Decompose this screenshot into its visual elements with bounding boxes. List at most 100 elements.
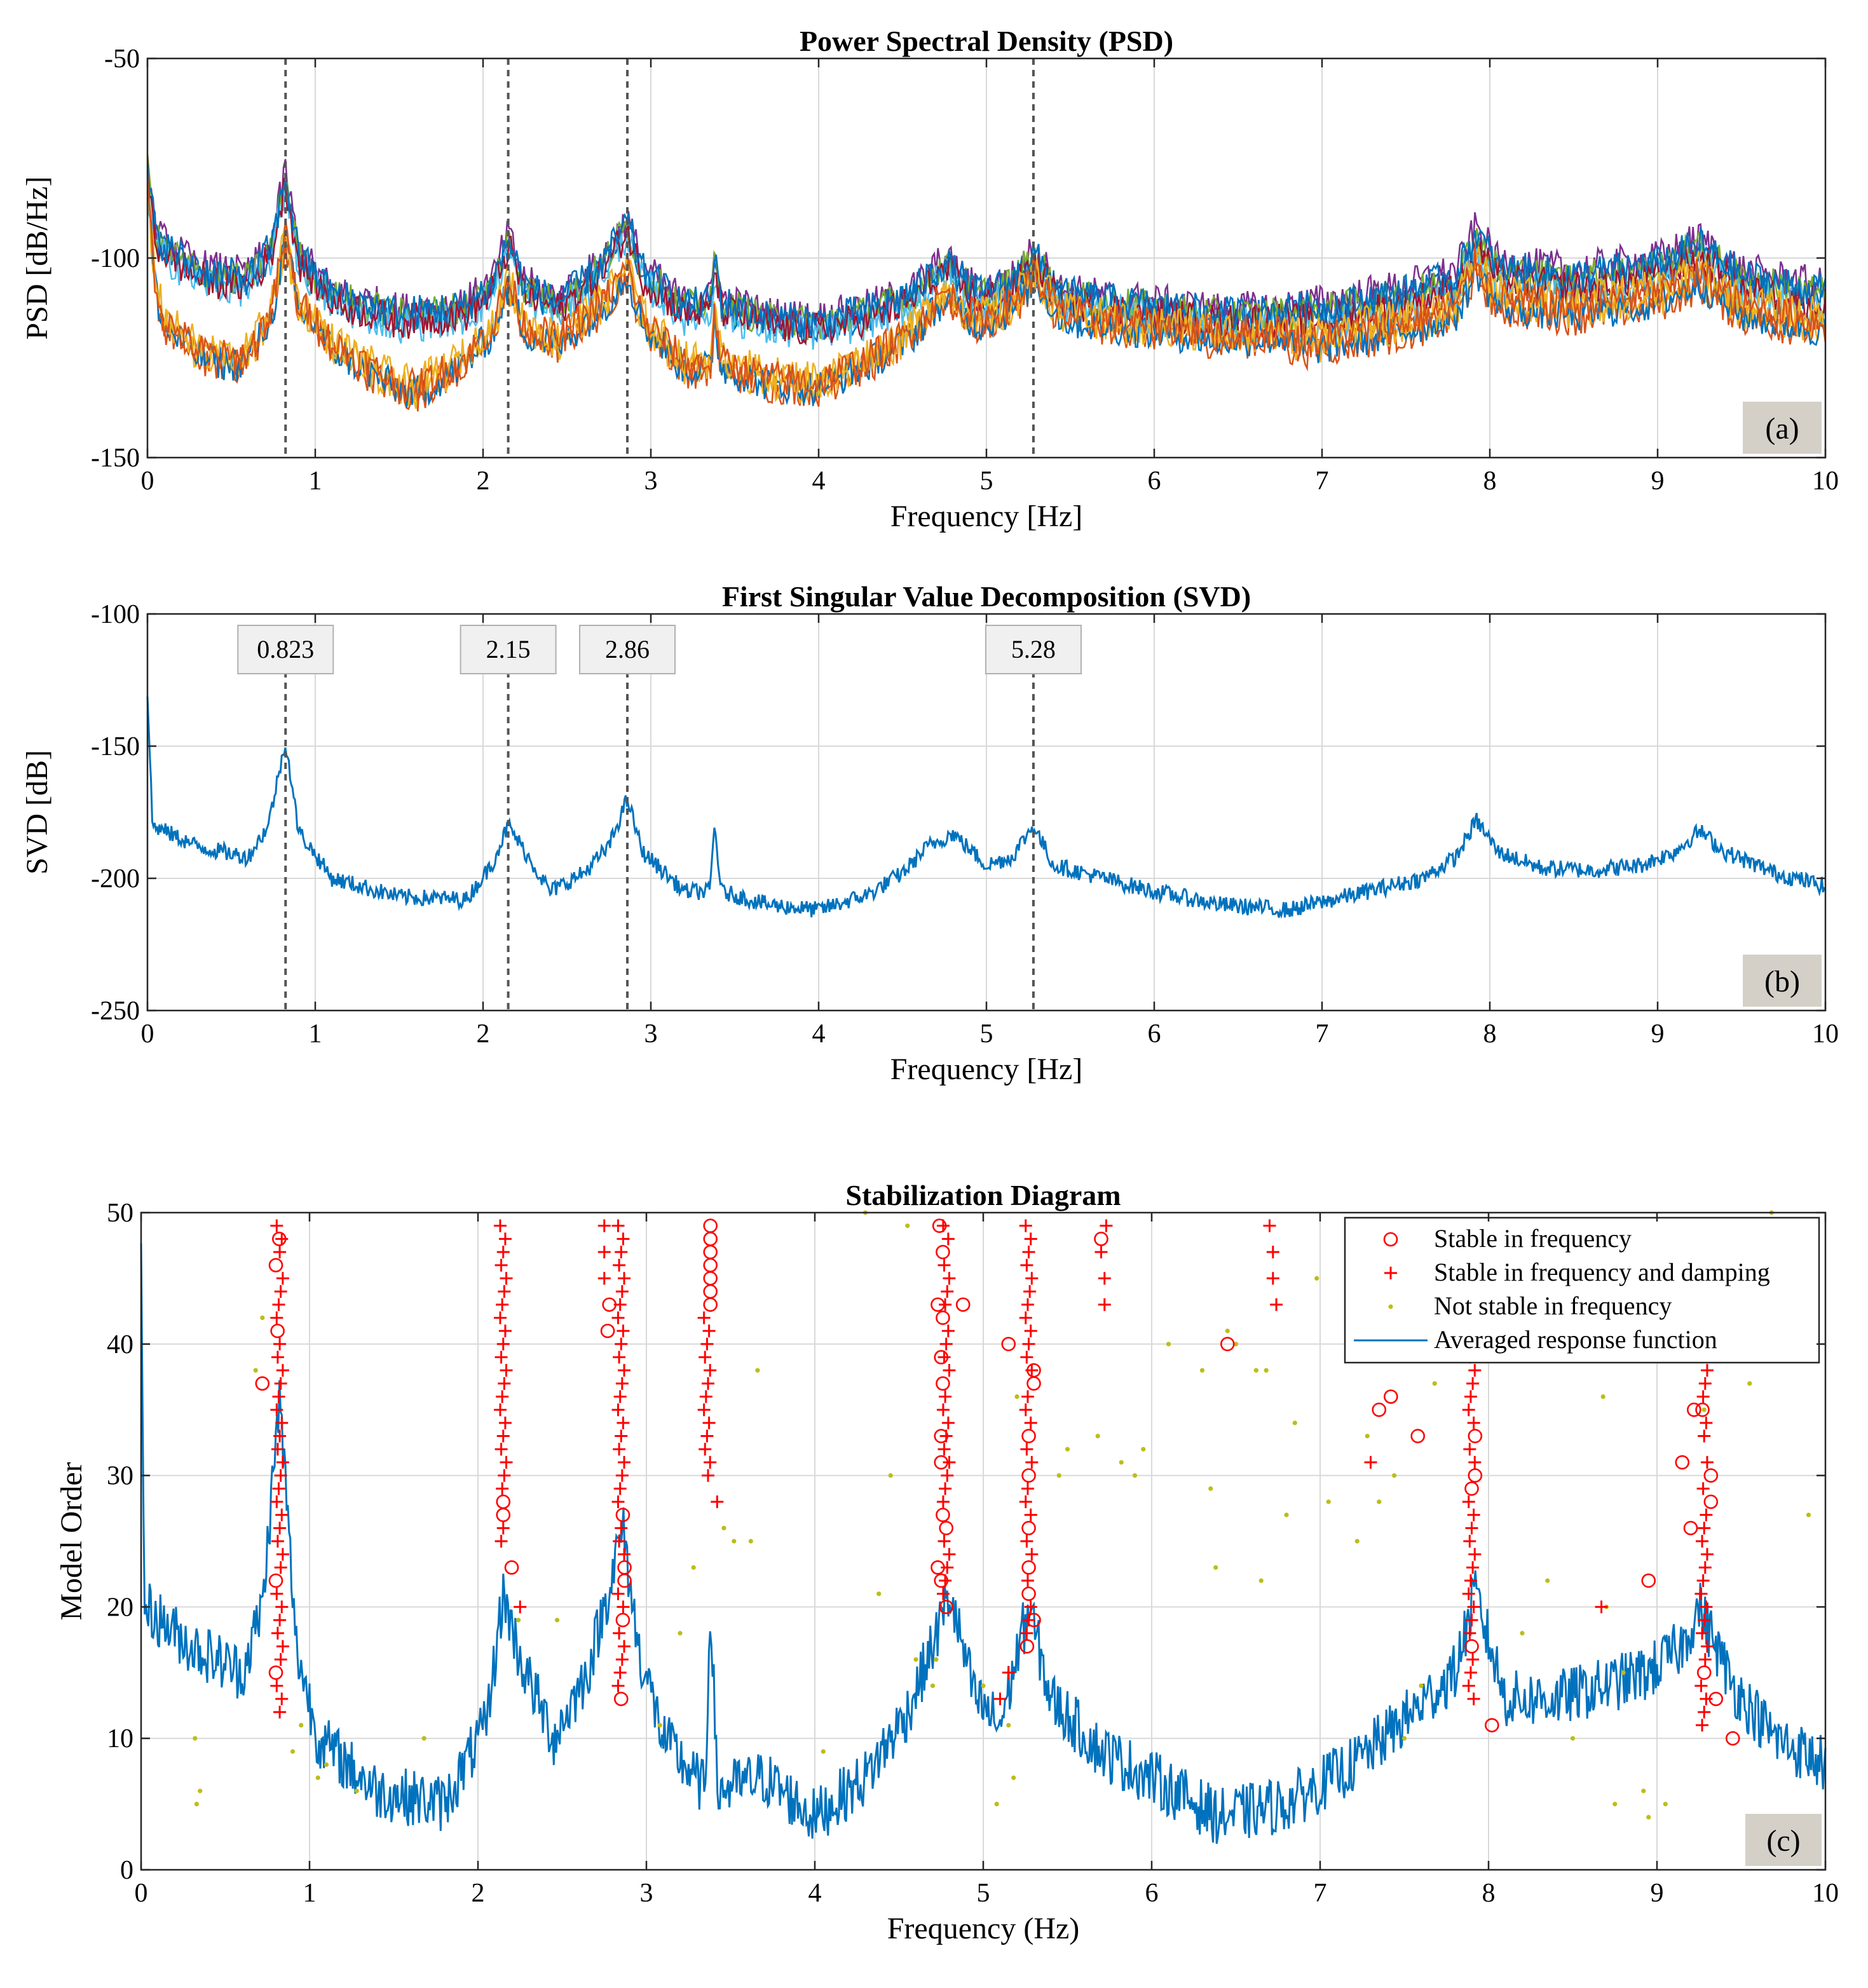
not-stable-point xyxy=(1199,1368,1205,1373)
stable-freq-damping-point xyxy=(272,1482,285,1495)
stable-freq-damping-point xyxy=(704,1364,717,1377)
stable-freq-damping-point xyxy=(937,1535,951,1548)
stable-freq-damping-point xyxy=(494,1258,508,1272)
stable-freq-damping-point xyxy=(276,1272,289,1285)
y-tick-label: -150 xyxy=(91,444,140,473)
stable-freq-damping-point xyxy=(498,1416,512,1429)
stable-freq-damping-point xyxy=(615,1469,629,1482)
stable-freq-damping-point xyxy=(615,1429,628,1443)
stable-freq-damping-point xyxy=(618,1455,631,1469)
stable-freq-point xyxy=(1464,1481,1479,1496)
stable-freq-point xyxy=(1641,1573,1656,1588)
stable-freq-damping-point xyxy=(496,1337,510,1351)
not-stable-point xyxy=(1392,1473,1397,1478)
not-stable-point xyxy=(732,1539,737,1544)
stable-freq-damping-point xyxy=(498,1232,512,1246)
stable-freq-damping-point xyxy=(617,1232,630,1246)
x-tick-label: 7 xyxy=(1316,1019,1329,1049)
stable-freq-damping-point xyxy=(613,1626,626,1640)
not-stable-point xyxy=(1095,1433,1100,1439)
not-stable-point xyxy=(913,1657,918,1662)
peak-label: 2.86 xyxy=(605,635,650,664)
not-stable-point xyxy=(421,1736,426,1741)
stable-freq-point xyxy=(1675,1455,1690,1470)
not-stable-point xyxy=(821,1749,826,1754)
stable-freq-point xyxy=(1026,1612,1041,1628)
stable-freq-point xyxy=(615,1508,631,1522)
stable-freq-damping-point xyxy=(1098,1298,1111,1311)
not-stable-point xyxy=(1326,1499,1331,1504)
stable-freq-point xyxy=(939,1600,953,1614)
stable-freq-damping-point xyxy=(937,1258,951,1272)
stable-freq-damping-point xyxy=(1698,1705,1711,1719)
psd-series-10 xyxy=(147,174,1825,404)
stable-freq-damping-point xyxy=(613,1258,626,1272)
legend-plus-icon xyxy=(1384,1267,1397,1279)
stable-freq-point xyxy=(1468,1468,1483,1483)
stable-freq-damping-point xyxy=(270,1679,283,1692)
stable-freq-damping-point xyxy=(275,1600,289,1614)
not-stable-point xyxy=(876,1591,882,1597)
stable-freq-damping-point xyxy=(1094,1246,1108,1259)
stable-freq-point xyxy=(1021,1468,1036,1483)
stable-freq-point xyxy=(613,1691,629,1706)
stable-freq-damping-point xyxy=(941,1232,955,1246)
not-stable-point xyxy=(1663,1802,1668,1807)
stable-freq-damping-point xyxy=(1467,1508,1480,1522)
not-stable-point xyxy=(1520,1631,1525,1636)
stable-freq-point xyxy=(1725,1731,1740,1746)
chart-title: Stabilization Diagram xyxy=(845,1179,1121,1211)
stable-freq-damping-point xyxy=(615,1337,628,1351)
not-stable-point xyxy=(1612,1802,1618,1807)
stable-freq-damping-point xyxy=(271,1351,284,1364)
not-stable-point xyxy=(1377,1499,1382,1504)
stable-freq-point xyxy=(939,1521,953,1535)
not-stable-point xyxy=(253,1368,258,1373)
stable-freq-damping-point xyxy=(1020,1351,1033,1364)
not-stable-point xyxy=(981,1683,986,1689)
x-tick-label: 3 xyxy=(644,466,658,496)
stable-freq-damping-point xyxy=(1595,1600,1608,1614)
stable-freq-damping-point xyxy=(700,1337,714,1351)
not-stable-point xyxy=(1600,1394,1606,1399)
stable-freq-damping-point xyxy=(500,1364,513,1377)
not-stable-point xyxy=(1264,1368,1269,1373)
stable-freq-damping-point xyxy=(597,1219,611,1232)
not-stable-point xyxy=(1314,1276,1319,1281)
stable-freq-point xyxy=(934,1350,949,1365)
stable-freq-damping-point xyxy=(941,1285,954,1298)
stable-freq-point xyxy=(1021,1521,1036,1535)
stable-freq-damping-point xyxy=(496,1298,509,1311)
x-tick-label: 9 xyxy=(1651,1019,1665,1049)
stable-freq-point xyxy=(1695,1402,1710,1417)
stable-freq-damping-point xyxy=(498,1377,511,1390)
stable-freq-point xyxy=(496,1494,511,1509)
stable-freq-point xyxy=(934,1429,949,1443)
not-stable-point xyxy=(1213,1565,1218,1570)
legend-entry: Stable in frequency xyxy=(1434,1224,1632,1253)
stable-freq-damping-point xyxy=(275,1508,289,1522)
stable-freq-damping-point xyxy=(1464,1666,1477,1679)
stable-freq-damping-point xyxy=(1462,1495,1475,1508)
not-stable-point xyxy=(748,1539,753,1544)
stable-freq-damping-point xyxy=(1024,1232,1037,1246)
not-stable-point xyxy=(1354,1539,1360,1544)
not-stable-point xyxy=(299,1722,304,1728)
stable-freq-damping-point xyxy=(1020,1535,1033,1548)
peak-label-box xyxy=(460,625,557,674)
stable-freq-damping-point xyxy=(611,1679,625,1692)
x-tick-label: 8 xyxy=(1483,1019,1497,1049)
stable-freq-damping-point xyxy=(1024,1416,1037,1429)
stable-freq-damping-point xyxy=(618,1640,631,1653)
stable-freq-point xyxy=(1464,1639,1479,1654)
stable-freq-damping-point xyxy=(1266,1272,1279,1285)
stable-freq-damping-point xyxy=(615,1522,628,1535)
stable-freq-damping-point xyxy=(618,1548,631,1561)
not-stable-point xyxy=(1208,1486,1213,1491)
not-stable-point xyxy=(1065,1447,1070,1452)
not-stable-point xyxy=(1014,1394,1019,1399)
stable-freq-point xyxy=(936,1376,950,1391)
stable-freq-point xyxy=(934,1455,949,1470)
stable-freq-damping-point xyxy=(276,1640,289,1653)
stable-freq-damping-point xyxy=(1019,1403,1032,1417)
